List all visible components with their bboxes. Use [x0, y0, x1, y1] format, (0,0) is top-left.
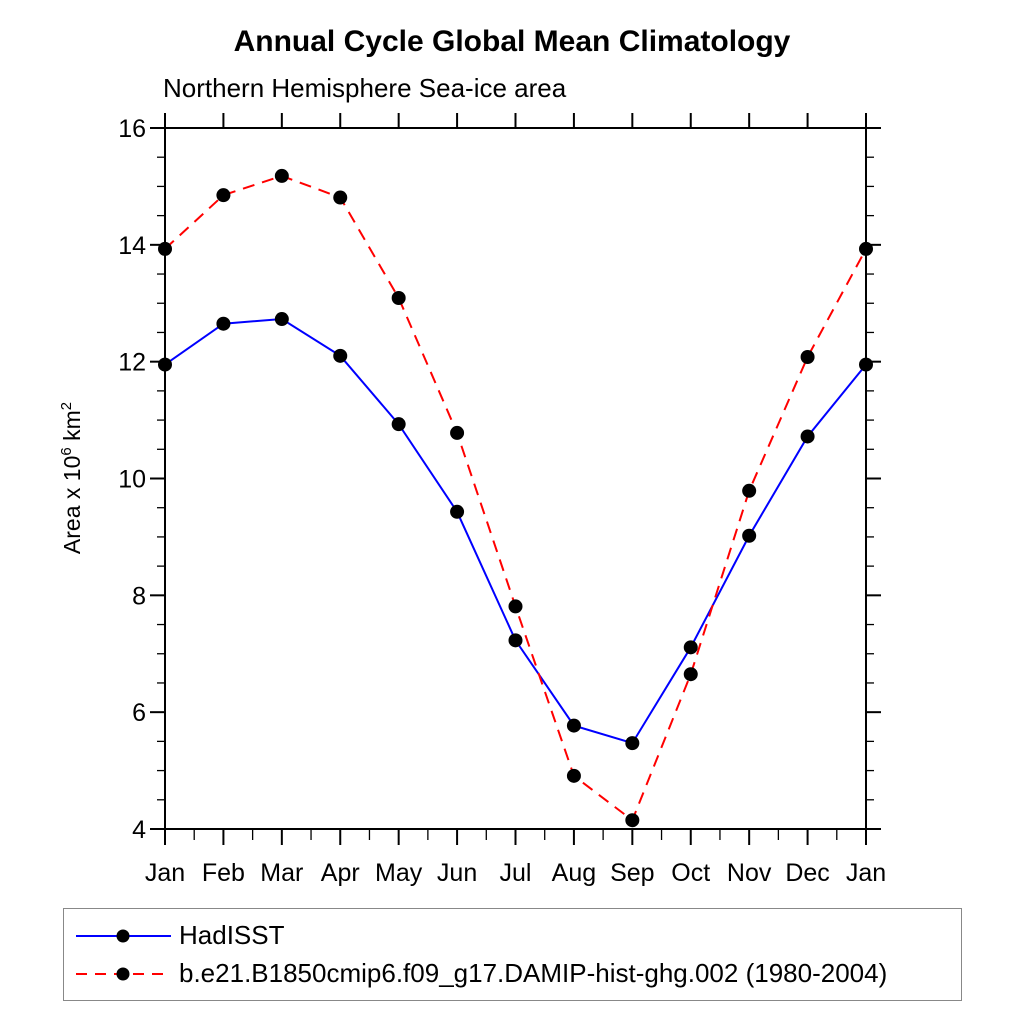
x-tick-label: Aug: [552, 859, 596, 887]
x-tick-label: Jan: [846, 859, 886, 887]
hadisst-marker-0: [158, 357, 172, 372]
legend-item-hadisst: HadISST: [76, 920, 961, 951]
x-tick-label: May: [375, 859, 423, 887]
x-tick-label: Mar: [260, 859, 303, 887]
plot-area: 4 6 8 10 12 14 16 Jan Feb Mar Apr May Jun Jul Aug Sep Oc…: [118, 113, 886, 887]
legend-label-hadisst: HadISST: [179, 920, 285, 950]
model-line: [164, 174, 867, 822]
x-tick-label: Jul: [500, 859, 532, 887]
model-marker-12: [859, 241, 873, 256]
x-tick-label: Apr: [321, 859, 360, 887]
hadisst-line: [164, 317, 867, 745]
y-tick-label: 10: [118, 466, 146, 494]
plot-frame: [164, 127, 867, 830]
chart-title: Annual Cycle Global Mean Climatology: [233, 25, 791, 58]
model-marker-11: [800, 349, 815, 364]
legend-sample-marker: [116, 929, 130, 942]
y-tick-label: 6: [132, 699, 146, 727]
hadisst-marker-10: [742, 528, 757, 543]
model-marker-7: [566, 768, 581, 783]
y-tick-label: 12: [118, 349, 146, 377]
model-marker-2: [274, 168, 289, 183]
hadisst-marker-8: [625, 736, 640, 751]
x-tick-label: Oct: [671, 859, 710, 887]
hadisst-marker-9: [683, 640, 698, 655]
model-marker-3: [333, 190, 348, 205]
legend-item-model: b.e21.B1850cmip6.f09_g17.DAMIP-hist-ghg.…: [76, 958, 961, 989]
hadisst-marker-11: [800, 429, 815, 444]
x-tick-label: Sep: [610, 859, 654, 887]
model-marker-8: [625, 813, 640, 828]
hadisst-marker-3: [333, 348, 348, 363]
hadisst-marker-2: [274, 312, 289, 327]
model-marker-4: [391, 290, 406, 305]
legend-label-model: b.e21.B1850cmip6.f09_g17.DAMIP-hist-ghg.…: [179, 958, 888, 988]
hadisst-marker-5: [450, 504, 465, 519]
model-marker-5: [450, 425, 465, 440]
model-marker-10: [742, 483, 757, 498]
x-tick-label: Dec: [785, 859, 829, 887]
x-tick-label: Nov: [727, 859, 772, 887]
hadisst-marker-1: [216, 316, 231, 331]
hadisst-line-sample: [76, 929, 171, 942]
y-tick-label: 14: [118, 232, 146, 260]
hadisst-marker-6: [508, 633, 523, 648]
model-marker-0: [158, 241, 172, 256]
hadisst-marker-7: [566, 718, 581, 733]
x-tick-label: Jun: [437, 859, 477, 887]
y-tick-label: 4: [132, 816, 146, 844]
x-tick-label: Feb: [202, 859, 245, 887]
model-marker-1: [216, 188, 231, 203]
x-tick-label: Jan: [145, 859, 185, 887]
y-tick-label: 16: [118, 115, 146, 143]
model-marker-9: [683, 667, 698, 682]
legend-sample-marker: [116, 967, 130, 980]
hadisst-marker-12: [859, 357, 873, 372]
chart-subtitle: Northern Hemisphere Sea-ice area: [163, 73, 567, 103]
y-tick-label: 8: [132, 582, 146, 610]
legend: HadISST b.e21.B1850cmip6.f09_g17.DAMIP-h…: [63, 908, 962, 1001]
model-line-sample: [76, 967, 171, 980]
model-marker-6: [508, 599, 523, 614]
hadisst-marker-4: [391, 417, 406, 432]
